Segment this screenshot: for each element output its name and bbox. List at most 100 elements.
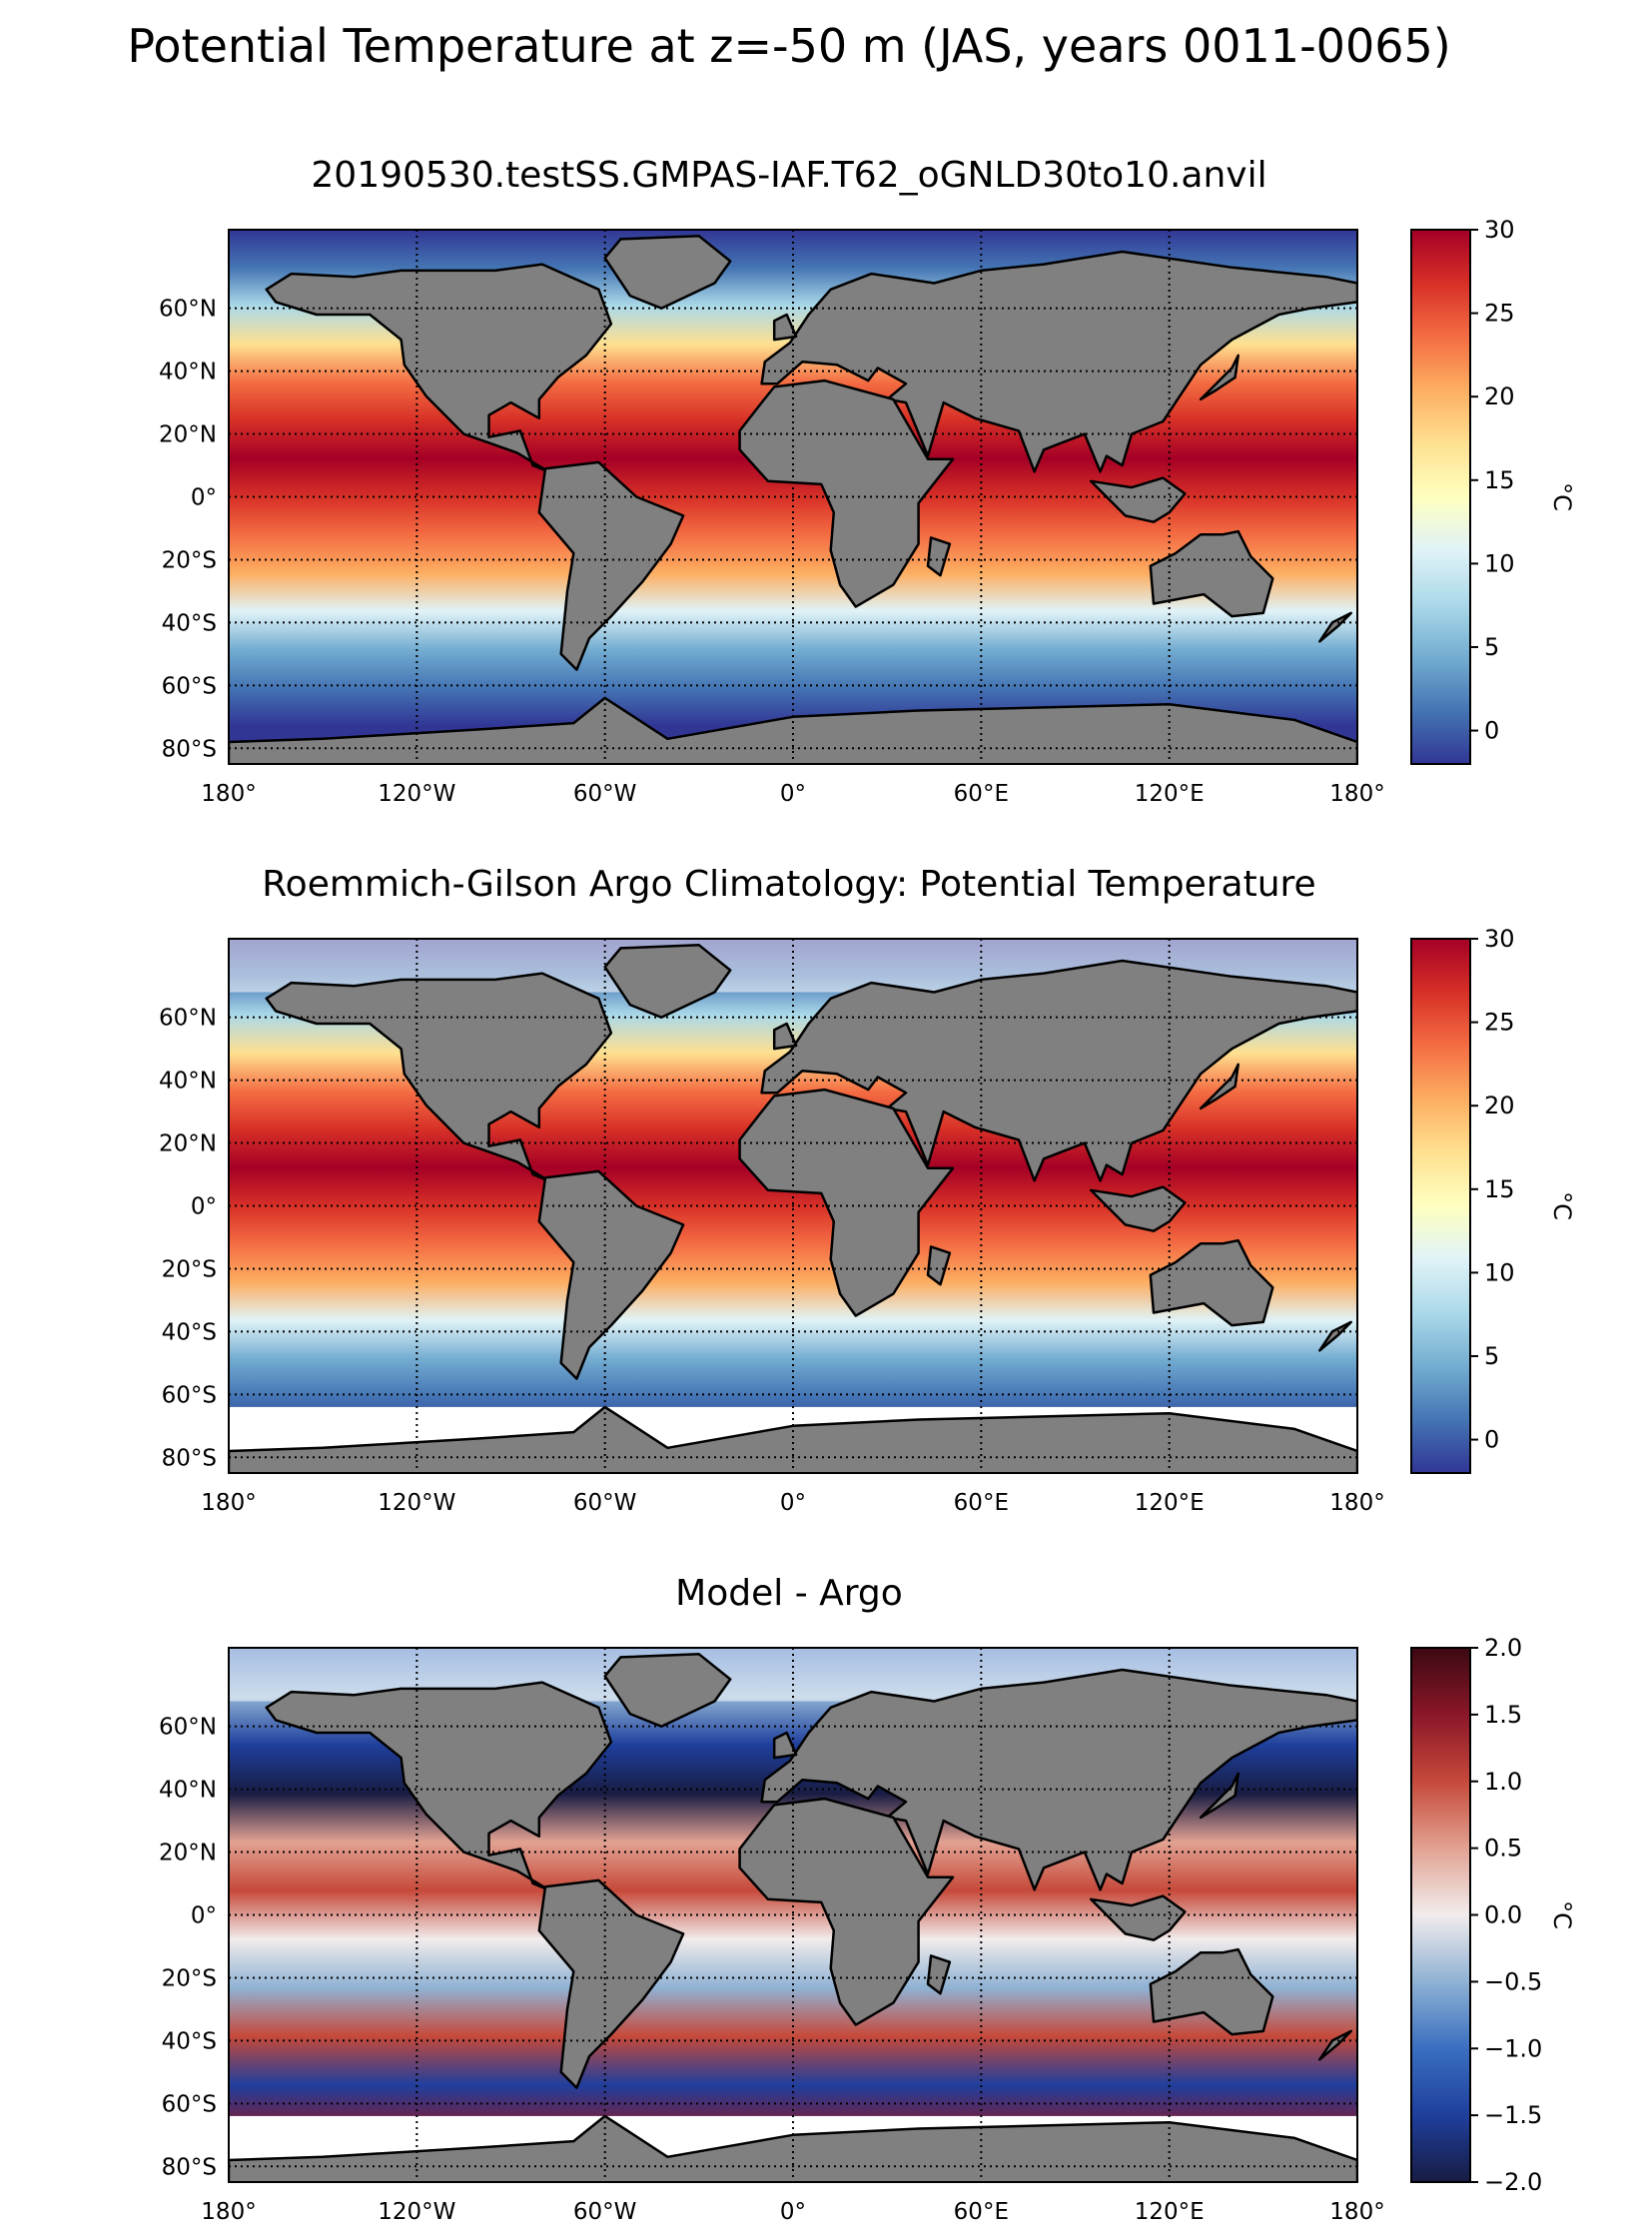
lat-tick-label: 60°S — [162, 673, 217, 699]
colorbar-tick-label: 10 — [1484, 1258, 1515, 1286]
lat-tick-label: 40°N — [159, 360, 217, 385]
colorbar-label: °C — [1548, 1900, 1576, 1929]
lon-tick-label: 60°W — [573, 2199, 637, 2225]
map-panel-1: 20190530.testSS.GMPAS-IAF.T62_oGNLD30to1… — [159, 155, 1576, 807]
lat-tick-label: 0° — [191, 1194, 217, 1220]
map-panel-3: Model - Argo 60°N 40°N 20°N 0° 20°S 40°S 60°S 80… — [159, 1573, 1576, 2225]
landmass-uk — [772, 313, 798, 342]
colorbar-tick-label: 5 — [1484, 1342, 1499, 1370]
lat-tick-label: 20°S — [162, 1256, 217, 1282]
colorbar-tick-label: −1.5 — [1484, 2101, 1542, 2129]
lon-tick-label: 120°E — [1135, 1490, 1205, 1516]
colorbar-tick-label: 30 — [1484, 216, 1515, 244]
landmass-south-america — [537, 460, 685, 671]
lon-tick-label: 180° — [201, 2199, 256, 2225]
landmass-new-zealand — [1318, 611, 1352, 643]
landmass-australia — [1149, 1947, 1274, 2036]
lat-tick-label: 0° — [191, 1903, 217, 1929]
landmass-new-zealand — [1318, 2029, 1352, 2061]
figure-title: Potential Temperature at z=-50 m (JAS, y… — [127, 19, 1450, 73]
colorbar-tick-label: 0.0 — [1484, 1901, 1522, 1929]
landmass-japan — [1199, 1772, 1239, 1820]
ocean-field — [229, 939, 1357, 1473]
panel-title-2: Roemmich-Gilson Argo Climatology: Potent… — [262, 864, 1315, 905]
ocean-field — [229, 230, 1357, 764]
panel-title-3: Model - Argo — [675, 1573, 903, 1614]
colorbar-tick-label: 20 — [1484, 382, 1515, 410]
landmass-australia — [1149, 1238, 1274, 1327]
colorbar-tick-label: 25 — [1484, 300, 1515, 328]
lon-tick-label: 60°E — [954, 781, 1009, 807]
landmass-eurasia — [760, 959, 1357, 1182]
lat-tick-label: 40°S — [162, 2028, 217, 2054]
colorbar — [1410, 1647, 1471, 2183]
map-frame — [228, 938, 1358, 1474]
lon-tick-label: 0° — [780, 2199, 806, 2225]
colorbar-tick-label: 25 — [1484, 1009, 1515, 1037]
map-panel-2: Roemmich-Gilson Argo Climatology: Potent… — [159, 864, 1576, 1516]
colorbar-tick-label: −1.0 — [1484, 2034, 1542, 2062]
colorbar-tick-label: −0.5 — [1484, 1967, 1542, 1995]
landmass-south-america — [537, 1878, 685, 2089]
landmass-madagascar — [926, 1954, 952, 1995]
lat-tick-label: 0° — [191, 485, 217, 511]
landmass-africa — [738, 1797, 955, 2026]
landmass-new-zealand — [1318, 1320, 1352, 1352]
map-frame — [228, 229, 1358, 765]
landmass-uk — [772, 1731, 798, 1760]
colorbar-tick-label: 0.5 — [1484, 1835, 1522, 1862]
landmass-uk — [772, 1022, 798, 1051]
lat-tick-label: 80°S — [162, 736, 217, 762]
map-frame — [228, 1647, 1358, 2183]
lat-tick-label: 80°S — [162, 1445, 217, 1471]
colorbar-tick-label: −2.0 — [1484, 2168, 1542, 2196]
lat-tick-label: 20°S — [162, 1965, 217, 1991]
colorbar — [1410, 938, 1471, 1474]
landmass-australia — [1149, 529, 1274, 618]
landmass-south-america — [537, 1169, 685, 1380]
lat-tick-label: 60°N — [159, 1715, 217, 1741]
colorbar-tick-label: 0 — [1484, 1426, 1499, 1454]
lat-tick-label: 40°N — [159, 1069, 217, 1095]
landmass-greenland — [603, 944, 732, 1019]
lat-tick-label: 40°N — [159, 1778, 217, 1804]
lat-tick-label: 20°S — [162, 547, 217, 573]
landmass-japan — [1199, 354, 1239, 401]
landmass-north-america — [265, 1681, 613, 1891]
colorbar-tick-label: 1.5 — [1484, 1701, 1522, 1729]
landmass-greenland — [603, 1653, 732, 1728]
colorbar-tick-label: 15 — [1484, 466, 1515, 494]
lon-tick-label: 120°E — [1135, 781, 1205, 807]
lat-tick-label: 20°N — [159, 1841, 217, 1866]
lon-tick-label: 0° — [780, 781, 806, 807]
landmass-indonesia — [1089, 1894, 1187, 1941]
colorbar-tick-label: 1.0 — [1484, 1768, 1522, 1796]
lon-tick-label: 180° — [201, 1490, 256, 1516]
lat-tick-label: 80°S — [162, 2154, 217, 2180]
colorbar-tick-label: 15 — [1484, 1175, 1515, 1203]
lon-tick-label: 60°E — [954, 1490, 1009, 1516]
lat-tick-label: 20°N — [159, 1131, 217, 1157]
colorbar-label: °C — [1548, 1191, 1576, 1220]
landmass-japan — [1199, 1063, 1239, 1111]
lon-tick-label: 120°W — [378, 781, 455, 807]
lon-tick-label: 180° — [201, 781, 256, 807]
landmass-indonesia — [1089, 1185, 1187, 1232]
lon-tick-label: 180° — [1329, 2199, 1384, 2225]
landmass-madagascar — [926, 536, 952, 577]
colorbar — [1410, 229, 1471, 765]
panel-title-1: 20190530.testSS.GMPAS-IAF.T62_oGNLD30to1… — [311, 155, 1266, 196]
colorbar-tick-label: 2.0 — [1484, 1634, 1522, 1662]
lat-tick-label: 60°N — [159, 1006, 217, 1032]
landmass-africa — [738, 1088, 955, 1317]
lon-tick-label: 120°W — [378, 2199, 455, 2225]
landmass-greenland — [603, 235, 732, 310]
colorbar-tick-label: 10 — [1484, 549, 1515, 577]
lat-tick-label: 20°N — [159, 422, 217, 448]
colorbar-tick-label: 30 — [1484, 925, 1515, 953]
landmass-indonesia — [1089, 476, 1187, 523]
lon-tick-label: 180° — [1329, 781, 1384, 807]
landmass-africa — [738, 378, 955, 608]
colorbar-tick-label: 20 — [1484, 1092, 1515, 1119]
